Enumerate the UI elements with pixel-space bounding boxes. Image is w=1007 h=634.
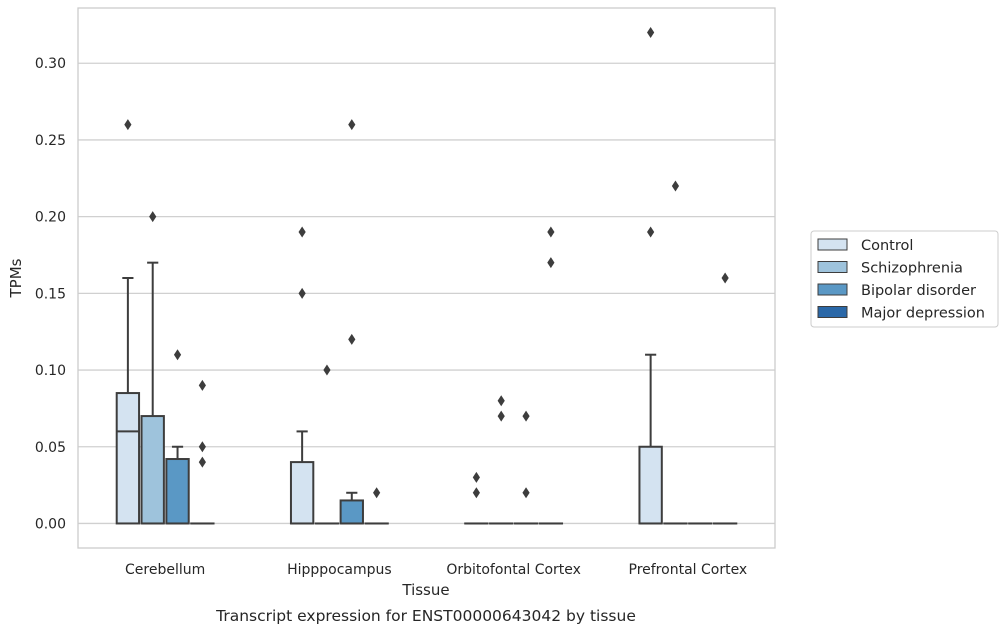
legend: Control Schizophrenia Bipolar disorder Majo… (810, 230, 999, 328)
outlier-point (721, 272, 729, 284)
outlier-point (298, 287, 306, 299)
box-body (289, 461, 315, 525)
legend-label: Control (861, 238, 913, 254)
box-schizophrenia (140, 261, 165, 525)
box-bipolar-disorder (165, 445, 190, 525)
outlier-point (472, 471, 480, 483)
outlier-point (173, 349, 182, 361)
outlier-point (547, 226, 555, 238)
x-tick-label: Prefrontal Cortex (629, 562, 748, 578)
box-body (339, 499, 364, 525)
outlier-point (547, 257, 555, 269)
outlier-points (124, 27, 729, 499)
outlier-point (348, 333, 356, 345)
chart-caption: Transcript expression for ENST0000064304… (215, 607, 636, 625)
x-tick-label: Orbitofontal Cortex (446, 562, 581, 578)
x-tick-label: Cerebellum (125, 562, 205, 578)
outlier-point (647, 27, 655, 39)
outlier-point (348, 119, 356, 131)
box-body (115, 392, 141, 525)
box-control (115, 277, 141, 525)
box-control (289, 430, 315, 525)
legend-label: Major depression (861, 306, 985, 322)
outlier-point (149, 211, 157, 223)
outlier-point (671, 180, 680, 192)
outlier-point (198, 456, 206, 468)
legend-frame (810, 230, 999, 328)
box-bipolar-disorder (339, 491, 364, 525)
outlier-point (472, 487, 480, 499)
x-tick-labels: Cerebellum Hipppocampus Orbitofontal Corte… (125, 562, 747, 578)
outlier-point (522, 487, 530, 499)
box-control (638, 353, 663, 525)
y-tick-label: 0.25 (35, 133, 66, 149)
grid-lines (78, 62, 775, 525)
y-axis-label: TPMs (7, 258, 25, 298)
legend-label: Bipolar disorder (861, 283, 976, 299)
outlier-point (497, 395, 505, 407)
outlier-point (298, 226, 306, 238)
outlier-point (522, 410, 530, 422)
outlier-point (647, 226, 655, 238)
outlier-point (373, 487, 381, 499)
outlier-point (323, 364, 331, 376)
outlier-point (198, 379, 206, 391)
legend-swatch (817, 306, 848, 318)
y-tick-labels: 0.00 0.05 0.10 0.15 0.20 0.25 0.30 (35, 56, 66, 532)
legend-swatch (817, 238, 848, 251)
outlier-point (198, 441, 206, 453)
y-tick-label: 0.20 (35, 210, 66, 226)
y-tick-label: 0.05 (35, 440, 66, 456)
box-body (165, 458, 190, 525)
box-body (140, 415, 165, 525)
y-tick-label: 0.15 (35, 286, 66, 302)
outlier-point (497, 410, 505, 422)
legend-label: Schizophrenia (861, 261, 963, 277)
plot-frame (77, 7, 776, 549)
x-tick-label: Hipppocampus (287, 562, 392, 578)
box-series (115, 261, 738, 525)
x-axis-label: Tissue (401, 581, 449, 599)
legend-swatch (817, 261, 848, 273)
box-body (638, 445, 663, 525)
outlier-point (124, 119, 132, 131)
y-tick-label: 0.30 (35, 56, 66, 72)
y-tick-label: 0.10 (35, 363, 66, 379)
legend-swatch (817, 283, 848, 296)
y-tick-label: 0.00 (35, 516, 66, 532)
